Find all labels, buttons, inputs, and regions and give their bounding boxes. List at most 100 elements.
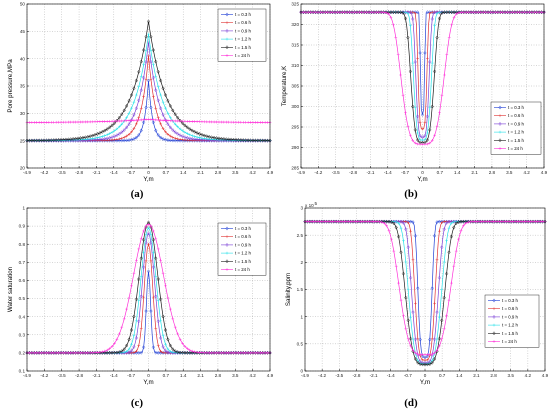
chart-d-svg: -4.9 -4.2 -3.5 -2.8 -2.1 -1.4 -0.7 0 0.7 1.4 2.1 2.… xyxy=(285,201,549,386)
series-point xyxy=(508,10,512,15)
series-point xyxy=(127,119,131,122)
series-point xyxy=(154,256,158,261)
series-point xyxy=(249,120,252,124)
y-tick-label: 0.9 xyxy=(19,224,26,229)
y-tick-label: 35 xyxy=(20,84,26,89)
x-tick-label: 4.9 xyxy=(541,170,548,175)
series-point xyxy=(389,219,393,224)
series-point xyxy=(27,350,32,355)
series-point xyxy=(377,10,381,15)
series-point xyxy=(159,297,163,302)
series-point xyxy=(454,221,458,226)
series-point xyxy=(234,351,238,355)
series-point xyxy=(382,221,386,225)
series-point xyxy=(110,119,114,123)
series-point xyxy=(438,229,441,233)
x-tick-label: -0.7 xyxy=(127,373,135,378)
series-point xyxy=(54,138,58,142)
series-point xyxy=(498,10,502,15)
series-point xyxy=(146,19,151,24)
series-point xyxy=(411,258,415,262)
series-point xyxy=(244,120,248,124)
series-point xyxy=(147,117,150,121)
series-point xyxy=(525,10,529,15)
series-point xyxy=(313,219,317,224)
series-point xyxy=(168,116,172,119)
series-point xyxy=(45,120,48,124)
y-tick-label: 0.6 xyxy=(19,278,26,283)
series-point xyxy=(519,220,523,223)
legend: t = 0.3 h t = 0.6 h t = 0.9 h t = 1.2 h t = … xyxy=(217,8,267,62)
series-point xyxy=(505,220,508,223)
series-point xyxy=(139,294,143,299)
series-point xyxy=(144,259,148,263)
series-point xyxy=(59,120,63,124)
series-point xyxy=(212,120,216,124)
series-point xyxy=(134,93,138,97)
series-point xyxy=(251,351,255,355)
series-point xyxy=(399,219,403,224)
y-tick-label: 0.4 xyxy=(19,314,26,319)
series-point xyxy=(146,78,151,83)
series-point xyxy=(79,351,82,355)
series-point xyxy=(237,351,240,355)
series-point xyxy=(484,10,488,15)
series-point xyxy=(263,350,267,355)
series-point xyxy=(224,137,228,142)
series-point xyxy=(399,226,403,230)
series-point xyxy=(471,10,476,15)
series-point xyxy=(416,286,420,291)
series-point xyxy=(258,121,262,124)
legend-label: t = 1.5 h xyxy=(235,259,252,264)
x-tick-label: -3.5 xyxy=(58,170,66,175)
series-point xyxy=(406,288,410,292)
series-point xyxy=(32,351,36,355)
series-point xyxy=(193,129,197,134)
series-point xyxy=(185,119,189,123)
series-point xyxy=(151,345,155,350)
series-point xyxy=(435,310,439,315)
chart-panel-d: -4.9 -4.2 -3.5 -2.8 -2.1 -1.4 -0.7 0 0.7 1.4 2.1 2.… xyxy=(275,201,550,393)
series-point xyxy=(112,121,117,126)
series-point xyxy=(416,337,420,341)
legend-marker xyxy=(492,323,496,327)
series-point xyxy=(147,242,150,246)
series-point xyxy=(385,224,388,228)
series-point xyxy=(219,136,223,141)
series-point xyxy=(306,10,310,14)
series-point xyxy=(445,314,448,318)
series-point xyxy=(437,16,442,21)
x-tick-label: -2.1 xyxy=(366,170,374,175)
legend-label: t = 1.5 h xyxy=(508,138,525,143)
chart-panel-b: -4.9 -4.2 -3.5 -2.8 -2.1 -1.4 -0.7 0 0.7 1.4 2.1 2.… xyxy=(275,0,550,190)
series-point xyxy=(447,35,451,39)
series-point xyxy=(416,10,420,15)
series-point xyxy=(173,122,177,126)
x-tick-label: 3.5 xyxy=(232,170,239,175)
series-point xyxy=(139,128,143,133)
series-point xyxy=(394,35,398,39)
series-point xyxy=(370,219,374,224)
series-point xyxy=(539,10,544,15)
series-point xyxy=(261,138,265,143)
series-point xyxy=(142,265,146,270)
series-point xyxy=(489,10,492,14)
series-point xyxy=(449,234,453,239)
series-point xyxy=(362,10,366,15)
series-point xyxy=(389,220,393,224)
legend-label: t = 0.3 h xyxy=(235,226,252,231)
series-point xyxy=(159,259,163,263)
series-point xyxy=(134,135,138,140)
series-point xyxy=(151,265,155,270)
series-point xyxy=(538,220,542,223)
series-point xyxy=(64,350,68,355)
series-point xyxy=(142,75,146,80)
series-point xyxy=(91,138,95,143)
series-point xyxy=(139,118,143,122)
series-point xyxy=(306,10,310,15)
series-point xyxy=(416,142,420,146)
series-point xyxy=(178,138,182,141)
series-point xyxy=(352,10,357,15)
series-point xyxy=(168,307,172,311)
